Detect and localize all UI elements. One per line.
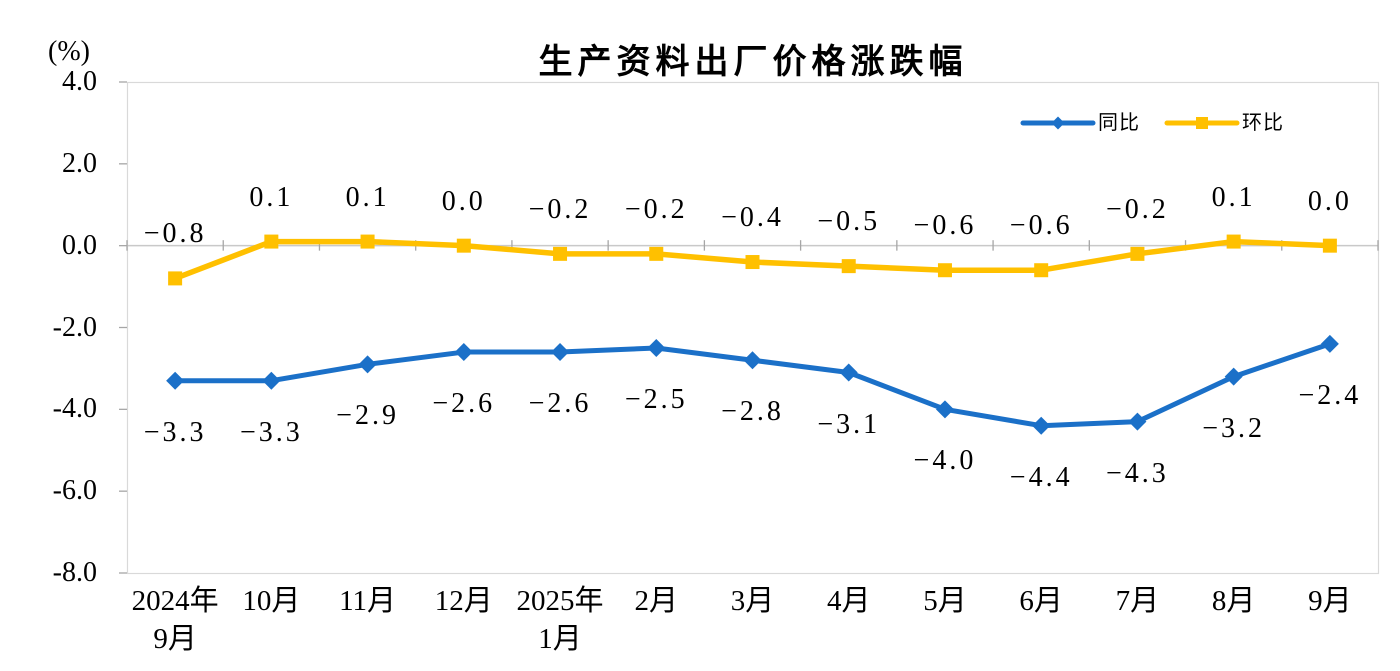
marker-square [1034, 263, 1049, 278]
y-tick-label: 4.0 [62, 66, 97, 97]
marker-square [360, 234, 375, 249]
data-label-同比: −4.3 [1106, 457, 1169, 489]
data-label-同比: −4.0 [913, 445, 977, 477]
data-label-环比: −0.8 [143, 218, 207, 250]
legend-label-yoy: 同比 [1098, 112, 1140, 134]
x-axis-label: 6月 [1019, 585, 1063, 617]
y-tick-label: 0.0 [62, 229, 97, 261]
data-label-环比: 0.0 [441, 185, 486, 217]
x-axis-label: 11月 [339, 585, 397, 617]
data-label-同比: −2.9 [336, 400, 399, 432]
marker-square [1322, 238, 1337, 253]
data-label-同比: −2.6 [528, 388, 592, 420]
chart-title: 生产资料出厂价格涨跌幅 [538, 43, 968, 81]
data-label-环比: −0.2 [528, 193, 592, 225]
x-axis-label: 3月 [730, 585, 775, 617]
data-label-同比: −4.4 [1009, 461, 1073, 493]
y-tick-label: -4.0 [52, 393, 97, 425]
data-label-环比: 0.1 [1211, 181, 1256, 213]
plot-border [126, 81, 1380, 575]
y-tick-label: 2.0 [62, 147, 97, 179]
marker-diamond [839, 363, 858, 382]
data-label-同比: −3.1 [817, 408, 881, 440]
data-label-同比: −3.3 [143, 416, 207, 448]
data-label-环比: −0.2 [624, 193, 688, 225]
marker-diamond [454, 343, 473, 362]
y-tick-label: -2.0 [52, 311, 97, 343]
data-label-环比: 0.0 [1307, 185, 1352, 217]
marker-diamond [743, 351, 762, 370]
data-label-同比: −3.3 [239, 416, 303, 448]
y-axis-unit-label: (%) [48, 36, 90, 67]
data-label-环比: 0.1 [345, 181, 390, 213]
x-axis-label: 7月 [1115, 585, 1160, 617]
data-label-同比: −2.5 [624, 383, 688, 415]
data-label-环比: −0.6 [913, 210, 977, 242]
x-axis-label: 10月 [242, 585, 301, 617]
x-axis-label: 2025年 [516, 585, 604, 617]
marker-square [1226, 234, 1241, 249]
data-label-环比: −0.4 [721, 202, 784, 234]
legend-label-mom: 环比 [1242, 112, 1284, 134]
data-label-同比: −3.2 [1202, 412, 1266, 444]
legend-marker-diamond [1051, 116, 1065, 130]
x-axis-label: 2024年 [131, 585, 219, 617]
marker-square [745, 255, 760, 270]
x-axis-label: 5月 [923, 585, 967, 617]
x-axis-label: 4月 [826, 585, 871, 617]
marker-diamond [166, 371, 185, 390]
marker-square [553, 246, 568, 261]
marker-diamond [935, 400, 954, 419]
marker-diamond [262, 371, 281, 390]
marker-square [264, 234, 279, 249]
data-label-环比: −0.6 [1009, 210, 1073, 242]
marker-square [937, 263, 952, 278]
x-axis-label: 1月 [538, 623, 582, 655]
marker-diamond [358, 355, 377, 374]
marker-square [456, 238, 471, 253]
x-axis-label: 9月 [1308, 585, 1352, 617]
legend-marker-square [1196, 117, 1208, 129]
marker-diamond [1320, 334, 1339, 353]
data-label-同比: −2.4 [1298, 379, 1362, 411]
y-tick-label: -8.0 [52, 557, 97, 588]
x-axis-label: 2月 [634, 585, 679, 617]
marker-diamond [1224, 367, 1243, 386]
marker-square [841, 259, 856, 274]
marker-square [649, 246, 664, 261]
data-label-同比: −2.8 [721, 396, 784, 428]
data-label-同比: −2.6 [432, 388, 496, 420]
marker-diamond [551, 343, 570, 362]
y-tick-label: -6.0 [52, 475, 97, 507]
marker-diamond [1032, 416, 1051, 435]
x-axis-label: 9月 [153, 623, 197, 655]
data-label-环比: 0.1 [249, 181, 294, 213]
marker-diamond [1128, 412, 1147, 431]
data-label-环比: −0.5 [817, 206, 881, 238]
marker-square [1130, 246, 1145, 261]
marker-diamond [647, 338, 666, 357]
data-label-环比: −0.2 [1106, 193, 1169, 225]
x-axis-label: 8月 [1211, 585, 1256, 617]
marker-square [168, 271, 183, 286]
x-axis-label: 12月 [434, 585, 493, 617]
